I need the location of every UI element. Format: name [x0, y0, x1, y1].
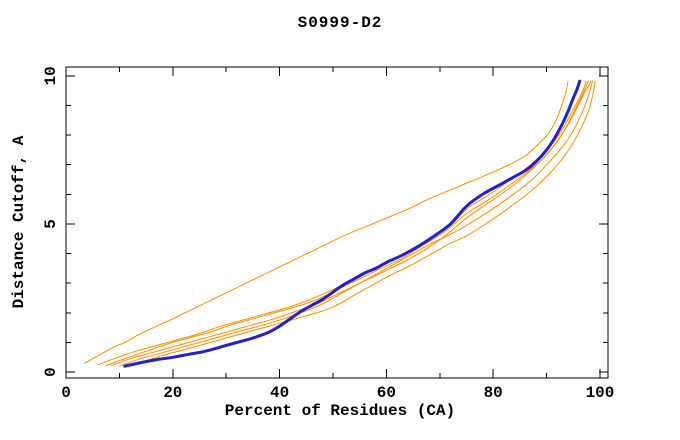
y-tick-label: 0 [42, 367, 60, 377]
x-tick-label: 100 [586, 384, 615, 402]
series-orange-6 [129, 80, 596, 367]
x-tick-label: 40 [270, 384, 289, 402]
x-tick-label: 0 [61, 384, 71, 402]
axis-frame [65, 66, 609, 379]
series-orange-outlier [84, 80, 569, 364]
chart-title: S0999-D2 [297, 14, 383, 32]
series-orange-3 [105, 80, 589, 367]
y-tick-label: 10 [42, 66, 60, 85]
y-tick-label: 5 [42, 219, 60, 229]
series-orange-5 [118, 80, 593, 367]
x-axis-label: Percent of Residues (CA) [224, 402, 456, 420]
x-tick-label: 60 [377, 384, 396, 402]
series-blue-model [123, 79, 582, 368]
series-orange-4 [110, 80, 592, 367]
x-tick-label: 80 [484, 384, 503, 402]
x-tick-label: 20 [163, 384, 182, 402]
series-orange-2 [97, 80, 587, 366]
